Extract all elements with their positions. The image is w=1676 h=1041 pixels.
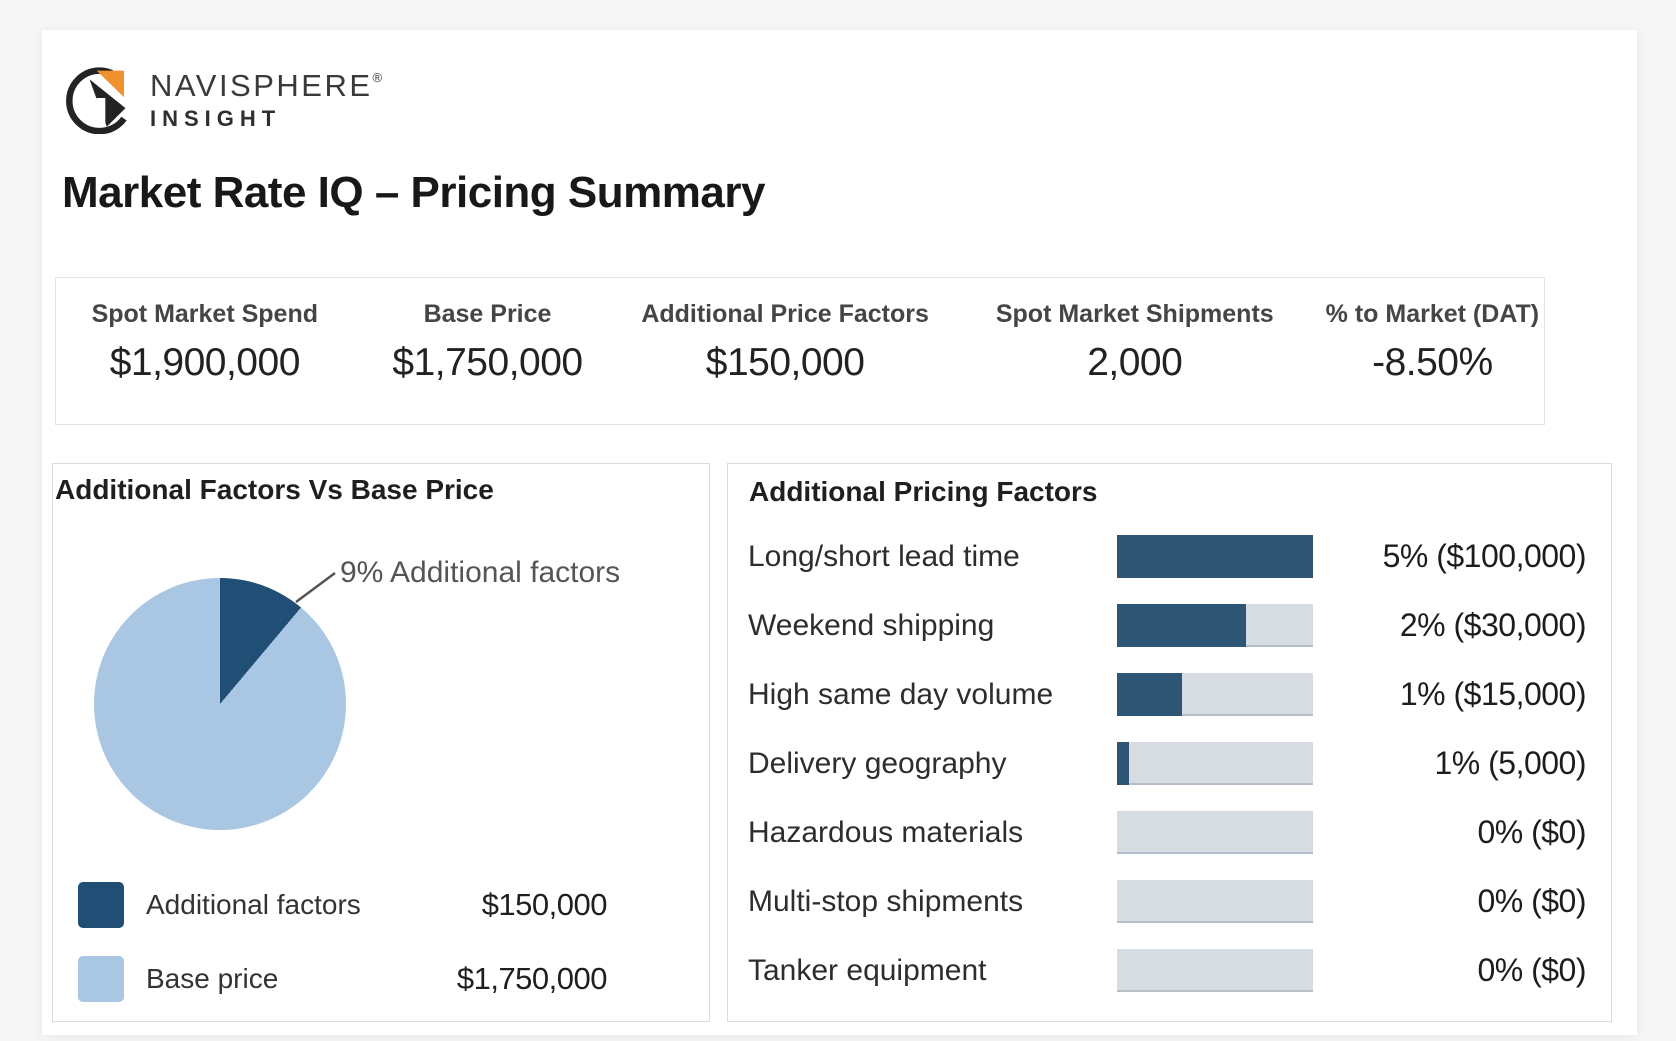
bar-track xyxy=(1117,673,1313,716)
kpi-label: Base Price xyxy=(423,300,552,328)
page-title: Market Rate IQ – Pricing Summary xyxy=(62,168,765,217)
factor-value: 1% (5,000) xyxy=(1434,745,1586,781)
brand-name: NAVISPHERE xyxy=(150,68,373,103)
factor-value: 5% ($100,000) xyxy=(1382,538,1587,574)
kpi-value: -8.50% xyxy=(1372,341,1493,384)
factor-label: Delivery geography xyxy=(748,746,1007,780)
legend-item-additional-factors: Additional factors $150,000 xyxy=(78,882,608,928)
kpi-value: $150,000 xyxy=(705,341,865,384)
factor-row-delivery-geography: Delivery geography 1% (5,000) xyxy=(748,742,1587,785)
pie-chart-title: Additional Factors Vs Base Price xyxy=(55,474,494,505)
pie-annotation: 9% Additional factors xyxy=(340,556,621,589)
bar-fill xyxy=(1117,742,1129,785)
legend-swatch-light xyxy=(78,956,124,1002)
factor-label: Tanker equipment xyxy=(748,953,987,987)
charts-row: Additional Factors Vs Base Price 9% Addi… xyxy=(52,463,1612,1022)
kpi-pct-to-market-dat: % to Market (DAT) -8.50% xyxy=(1321,278,1544,424)
factor-row-high-same-day-volume: High same day volume 1% ($15,000) xyxy=(748,673,1587,716)
legend-value: $150,000 xyxy=(481,887,608,922)
bar-track xyxy=(1117,811,1313,854)
factor-row-tanker-equipment: Tanker equipment 0% ($0) xyxy=(748,949,1587,992)
bar-track xyxy=(1117,949,1313,992)
bar-track xyxy=(1117,742,1313,785)
kpi-label: Additional Price Factors xyxy=(641,300,929,328)
navisphere-logo-icon xyxy=(66,67,134,134)
bar-track xyxy=(1117,880,1313,923)
pie-legend: Additional factors $150,000 Base price $… xyxy=(78,882,608,1030)
factor-value: 0% ($0) xyxy=(1477,883,1586,919)
legend-label: Base price xyxy=(146,963,279,994)
kpi-spot-market-shipments: Spot Market Shipments 2,000 xyxy=(949,278,1321,424)
bar-fill xyxy=(1117,535,1313,578)
kpi-label: Spot Market Shipments xyxy=(995,300,1274,328)
legend-value: $1,750,000 xyxy=(456,961,608,996)
bar-fill xyxy=(1117,673,1182,716)
factor-row-long-short-lead-time: Long/short lead time 5% ($100,000) xyxy=(748,535,1587,578)
kpi-value: 2,000 xyxy=(1087,341,1183,384)
kpi-strip: Spot Market Spend $1,900,000 Base Price … xyxy=(55,277,1545,425)
factor-label: Weekend shipping xyxy=(748,608,995,642)
pie-chart-panel: Additional Factors Vs Base Price 9% Addi… xyxy=(52,463,710,1022)
factor-value: 2% ($30,000) xyxy=(1399,607,1587,643)
bar-chart-title: Additional Pricing Factors xyxy=(749,476,1098,507)
bar-track xyxy=(1117,604,1313,647)
kpi-spot-market-spend: Spot Market Spend $1,900,000 xyxy=(56,278,354,424)
factor-label: Long/short lead time xyxy=(748,539,1020,573)
factor-row-weekend-shipping: Weekend shipping 2% ($30,000) xyxy=(748,604,1587,647)
legend-label: Additional factors xyxy=(146,889,361,920)
legend-swatch-dark xyxy=(78,882,124,928)
factor-row-multi-stop-shipments: Multi-stop shipments 0% ($0) xyxy=(748,880,1587,923)
factor-label: Hazardous materials xyxy=(748,815,1024,849)
kpi-additional-price-factors: Additional Price Factors $150,000 xyxy=(621,278,948,424)
bar-track xyxy=(1117,535,1313,578)
factor-rows: Long/short lead time 5% ($100,000) Weeke… xyxy=(748,535,1587,1018)
bar-chart-panel: Additional Pricing Factors Long/short le… xyxy=(727,463,1612,1022)
brand-subtitle: INSIGHT xyxy=(150,106,282,131)
kpi-label: % to Market (DAT) xyxy=(1325,300,1540,328)
kpi-label: Spot Market Spend xyxy=(91,300,318,328)
factor-label: High same day volume xyxy=(748,677,1054,711)
bar-fill xyxy=(1117,604,1247,647)
factor-row-hazardous-materials: Hazardous materials 0% ($0) xyxy=(748,811,1587,854)
kpi-base-price: Base Price $1,750,000 xyxy=(354,278,622,424)
pie xyxy=(94,578,346,830)
kpi-value: $1,900,000 xyxy=(109,341,301,384)
legend-item-base-price: Base price $1,750,000 xyxy=(78,956,608,1002)
factor-value: 0% ($0) xyxy=(1477,814,1586,850)
factor-value: 0% ($0) xyxy=(1477,952,1586,988)
factor-label: Multi-stop shipments xyxy=(748,884,1024,918)
dashboard-card: NAVISPHERE® INSIGHT Market Rate IQ – Pri… xyxy=(42,30,1637,1035)
kpi-value: $1,750,000 xyxy=(392,341,583,384)
brand-text: NAVISPHERE® INSIGHT xyxy=(150,70,382,130)
registered-mark: ® xyxy=(372,70,383,85)
factor-value: 1% ($15,000) xyxy=(1399,676,1587,712)
